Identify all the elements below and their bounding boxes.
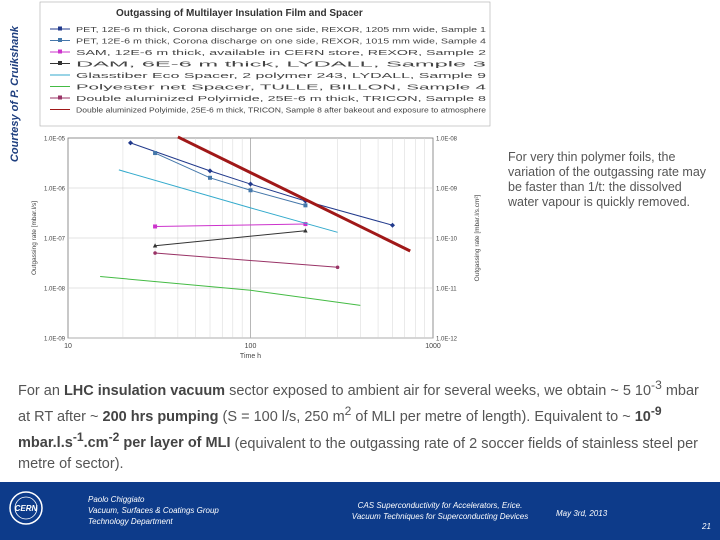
legend-entry: Double aluminized Polyimide, 25E-6 m thi… (76, 94, 486, 103)
footer-event: CAS Superconductivity for Accelerators, … (357, 501, 523, 510)
data-point (152, 243, 158, 248)
data-point (248, 181, 253, 187)
footer-course: Vacuum Techniques for Superconducting De… (351, 512, 529, 521)
y-tick-label-right: 1.0E-08 (436, 137, 458, 143)
cern-logo-text: CERN (15, 504, 38, 513)
footer-department: Technology Department (88, 517, 173, 526)
outgassing-chart: Outgassing of Multilayer Insulation Film… (31, 1, 491, 360)
series-line (154, 152, 306, 206)
legend-entry: Glasstiber Eco Spacer, 2 polymer 243, LY… (76, 71, 486, 80)
series-line (177, 135, 411, 253)
series-line (118, 169, 338, 233)
data-point (127, 140, 133, 146)
y-axis-label-left: Outgassing rate [mbar.l/s] (31, 201, 38, 275)
cern-logo: CERN (9, 491, 43, 525)
footer-date: May 3rd, 2013 (556, 509, 608, 518)
data-point (303, 203, 308, 208)
y-tick-label-left: 1.0E-05 (44, 137, 66, 143)
data-point (153, 224, 158, 229)
summary-paragraph: For an LHC insulation vacuum sector expo… (18, 378, 699, 472)
footer-group: Vacuum, Surfaces & Coatings Group (88, 506, 219, 515)
legend-entry: Double aluminized Polyimide, 25E-6 m thi… (76, 106, 486, 115)
y-tick-label-right: 1.0E-09 (436, 187, 458, 193)
data-point (248, 188, 253, 193)
x-tick-label: 1000 (425, 343, 441, 350)
y-axis-label-right: Outgassing rate [mbar.l/s.cm²] (474, 194, 481, 281)
data-point (153, 251, 157, 255)
y-tick-label-right: 1.0E-12 (436, 337, 458, 343)
legend-swatch-marker (58, 95, 62, 100)
data-point (303, 228, 308, 233)
y-tick-label-left: 1.0E-07 (44, 237, 66, 243)
credit-text: Courtesy of P. Cruikshank (9, 25, 21, 163)
legend-swatch-marker (58, 49, 62, 54)
footer-author-block: Paolo Chiggiato Vacuum, Surfaces & Coati… (88, 494, 219, 527)
data-point (390, 222, 396, 228)
legend-entry: PET, 12E-6 m thick, Corona discharge on … (76, 25, 486, 34)
legend-swatch-marker (58, 38, 62, 42)
series-line (100, 275, 361, 306)
footer-author: Paolo Chiggiato (88, 495, 145, 504)
y-tick-label-right: 1.0E-10 (436, 237, 458, 243)
y-tick-label-right: 1.0E-11 (436, 287, 457, 293)
chart-title: Outgassing of Multilayer Insulation Film… (116, 8, 363, 19)
legend-entry: Polyester net Spacer, TULLE, BILLON, Sam… (76, 83, 486, 92)
data-point (207, 168, 213, 174)
image-credit: Courtesy of P. Cruikshank (2, 6, 28, 182)
legend-swatch-marker (58, 26, 62, 31)
x-tick-label: 10 (64, 343, 72, 350)
side-note: For very thin polymer foils, the variati… (508, 150, 707, 209)
x-tick-label: 100 (245, 343, 257, 350)
data-point (303, 222, 308, 227)
series-line (155, 252, 338, 268)
x-axis-label: Time h (240, 353, 261, 360)
series-line (155, 223, 306, 227)
page-number: 21 (702, 522, 711, 531)
legend-entry: PET, 12E-6 m thick, Corona discharge on … (76, 37, 486, 46)
legend-swatch-marker (58, 61, 62, 65)
slide-footer: CERN Paolo Chiggiato Vacuum, Surfaces & … (0, 482, 720, 540)
y-tick-label-left: 1.0E-06 (44, 187, 66, 193)
legend-entry: DAM, 6E-6 m thick, LYDALL, Sample 3 (76, 60, 486, 69)
y-tick-label-left: 1.0E-08 (44, 287, 66, 293)
legend-entry: SAM, 12E-6 m thick, available in CERN st… (76, 48, 486, 57)
legend-panel (39, 1, 491, 127)
data-point (153, 151, 158, 156)
series-line (155, 230, 306, 247)
data-point (335, 265, 340, 270)
y-tick-label-left: 1.0E-09 (44, 337, 66, 343)
data-point (208, 175, 213, 180)
footer-event-block: CAS Superconductivity for Accelerators, … (330, 500, 550, 522)
